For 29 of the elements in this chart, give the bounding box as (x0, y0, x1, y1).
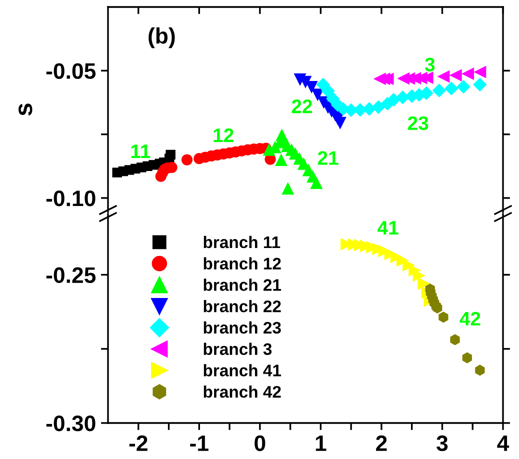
annotation: 42 (460, 312, 480, 326)
legend-label: branch 21 (204, 278, 282, 291)
x-tick-label: 0 (254, 435, 266, 452)
legend-label: branch 11 (204, 236, 280, 248)
legend-label: branch 23 (204, 321, 281, 334)
y-axis-title: s (18, 104, 32, 116)
annotation: 22 (292, 100, 312, 114)
legend-label: branch 41 (204, 364, 282, 376)
annotation: 41 (378, 221, 398, 234)
y-tick-label: -0.05 (46, 63, 96, 79)
x-tick-label: -1 (190, 436, 208, 451)
annotation: 21 (318, 151, 338, 165)
x-tick-label: 3 (436, 435, 448, 452)
legend-label: branch 3 (204, 342, 272, 356)
x-tick-label: 2 (376, 435, 387, 451)
y-tick-label: -0.30 (46, 416, 96, 432)
y-tick-label: -0.25 (46, 267, 96, 284)
y-tick-label: -0.10 (46, 190, 96, 206)
x-tick-label: 4 (497, 436, 510, 451)
annotation: 23 (408, 116, 428, 130)
legend-label: branch 42 (204, 386, 281, 398)
x-tick-label: -2 (129, 435, 148, 451)
x-tick-label: 1 (316, 436, 326, 451)
legend-label: branch 22 (204, 300, 281, 312)
annotation: 12 (214, 128, 234, 142)
legend-label: branch 12 (204, 257, 281, 270)
annotation: 11 (131, 144, 150, 158)
annotation: (b) (148, 27, 175, 48)
annotation: 3 (424, 58, 435, 72)
